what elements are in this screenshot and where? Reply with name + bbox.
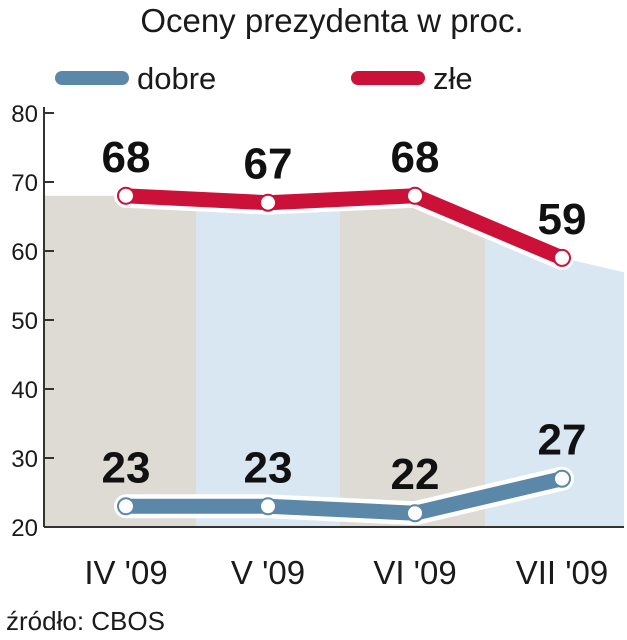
band-3	[485, 225, 624, 527]
data-label: 22	[391, 450, 440, 499]
data-labels: 23 23 22 27 68 67 68 59	[102, 133, 587, 499]
series-lines	[114, 183, 574, 526]
band-0	[44, 195, 196, 528]
data-point	[406, 504, 424, 523]
data-label: 27	[538, 416, 587, 465]
y-tick-label: 40	[11, 377, 38, 404]
data-point	[259, 497, 277, 516]
y-tick-label: 60	[11, 239, 38, 266]
chart-title: Oceny prezydenta w proc.	[140, 2, 523, 39]
x-axis-ticks: IV '09 V '09 VI '09 VII '09	[84, 554, 608, 591]
data-point	[259, 193, 277, 212]
legend-label-zle: złe	[433, 61, 473, 96]
y-axis-ticks: 80 70 60 50 40 30 20	[11, 101, 54, 542]
data-label: 68	[102, 133, 151, 182]
y-tick-label: 30	[11, 446, 38, 473]
month-bands	[44, 195, 624, 528]
y-tick-label: 70	[11, 170, 38, 197]
x-tick-label: V '09	[231, 554, 305, 591]
data-label: 68	[391, 133, 440, 182]
data-label: 23	[102, 443, 151, 492]
band-1	[196, 199, 340, 527]
legend: dobre złe	[55, 61, 473, 96]
data-point	[117, 497, 135, 516]
data-label: 59	[538, 195, 587, 244]
band-2	[340, 195, 485, 528]
series-line-0	[118, 471, 570, 521]
y-tick-label: 50	[11, 308, 38, 335]
x-tick-label: VII '09	[516, 554, 609, 591]
data-label: 23	[244, 443, 293, 492]
y-tick-label: 80	[11, 101, 38, 128]
data-point	[117, 186, 135, 205]
data-point	[553, 248, 571, 267]
series-line-1	[118, 188, 570, 266]
data-point	[553, 469, 571, 488]
x-tick-label: VI '09	[373, 554, 456, 591]
legend-label-dobre: dobre	[137, 61, 216, 96]
y-tick-label: 20	[11, 515, 38, 542]
data-label: 67	[244, 140, 293, 189]
data-point	[406, 186, 424, 205]
x-tick-label: IV '09	[84, 554, 167, 591]
source-note: źródło: CBOS	[6, 606, 165, 636]
